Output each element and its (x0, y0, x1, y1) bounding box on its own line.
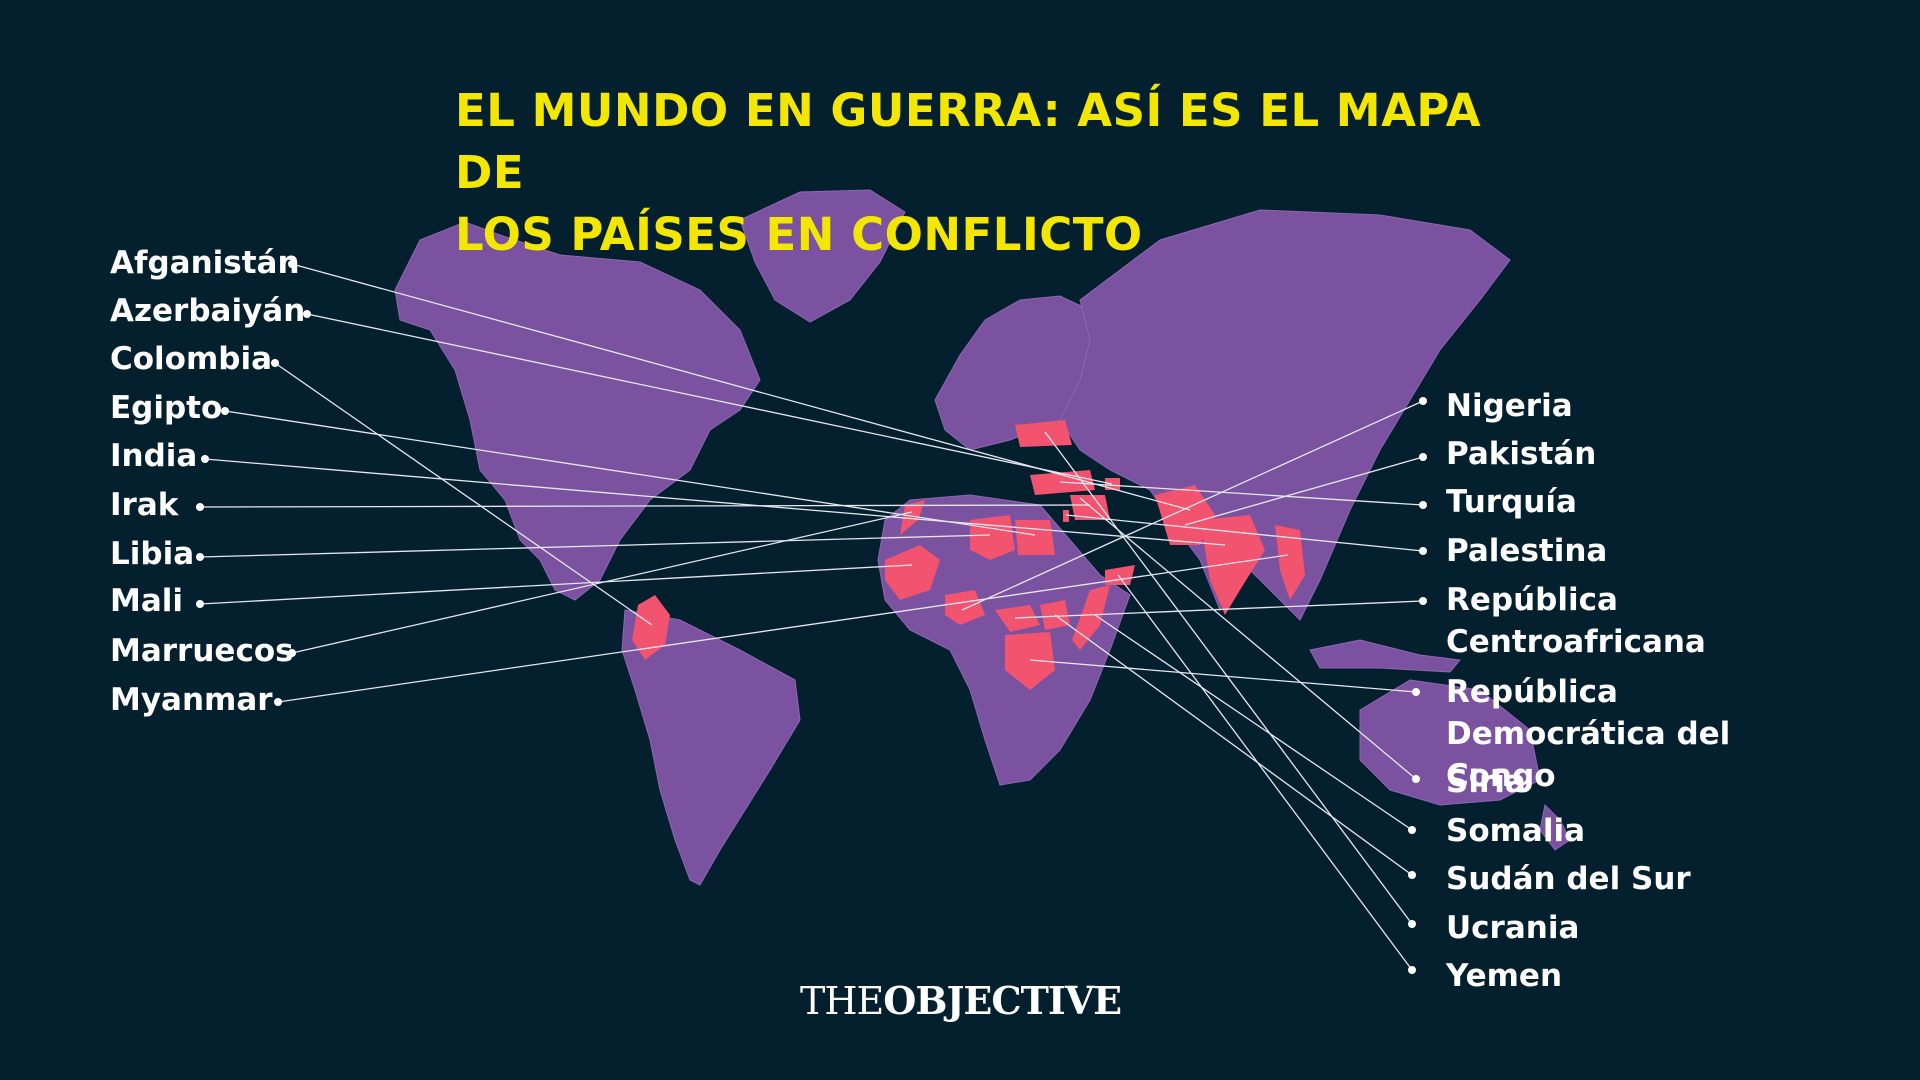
label-republica-centroafricana: República Centroafricana (1446, 582, 1706, 660)
leader-line-turquia (1059, 481, 1424, 506)
label-dot-colombia (271, 359, 279, 367)
leader-line-sudan-del-sur (1054, 614, 1413, 876)
yemen-shape (1105, 565, 1135, 585)
new-zealand-landmass (1539, 803, 1571, 851)
label-dot-pakistan (1419, 453, 1427, 461)
afganistan-pakistan-shape (1155, 485, 1215, 545)
label-ucrania: Ucrania (1446, 910, 1580, 946)
label-pakistan: Pakistán (1446, 436, 1597, 472)
label-marruecos: Marruecos (110, 633, 294, 669)
leader-line-siria (1079, 497, 1417, 780)
leader-line-republica-centroafricana (1014, 600, 1424, 619)
marruecos-shape (900, 500, 925, 535)
leader-line-myanmar (277, 554, 1289, 703)
leader-line-azerbaiyan (306, 313, 1113, 485)
logo-part-2: OBJECTIVE (883, 978, 1122, 1023)
nigeria-shape (945, 590, 985, 625)
title-line-1: EL MUNDO EN GUERRA: ASÍ ES EL MAPA DE (455, 84, 1482, 199)
label-dot-republica-centroafricana (1419, 597, 1427, 605)
label-dot-egipto (221, 407, 229, 415)
label-dot-ucrania (1408, 920, 1416, 928)
ucrania-shape (1015, 420, 1072, 447)
leader-line-ucrania (1044, 431, 1413, 925)
label-dot-somalia (1408, 826, 1416, 834)
southeast-asia-islands-landmass (1309, 639, 1461, 673)
label-somalia: Somalia (1446, 813, 1586, 849)
leader-line-colombia (274, 362, 653, 626)
logo-part-1: THE (800, 979, 884, 1023)
label-india: India (110, 438, 198, 474)
label-nigeria: Nigeria (1446, 388, 1573, 424)
label-dot-afganistan (288, 260, 296, 268)
leader-line-yemen (1117, 574, 1413, 971)
label-yemen: Yemen (1446, 958, 1563, 994)
india-shape (1200, 515, 1265, 615)
label-dot-india (201, 455, 209, 463)
label-afganistan: Afganistán (110, 245, 300, 281)
label-mali: Mali (110, 583, 184, 619)
leader-line-palestina (1065, 514, 1424, 552)
brand-logo: THEOBJECTIVE (800, 978, 1122, 1023)
label-republica-democratica-del-congo: República Democrática del Congo (1446, 674, 1731, 794)
title-line-2: LOS PAÍSES EN CONFLICTO (455, 208, 1143, 261)
leader-line-somalia (1094, 614, 1413, 831)
label-irak: Irak (110, 487, 179, 523)
azerbaiyan-shape (1105, 478, 1120, 490)
label-dot-palestina (1419, 547, 1427, 555)
label-siria: Siria (1446, 764, 1526, 800)
label-dot-turquia (1419, 501, 1427, 509)
label-dot-mali (196, 600, 204, 608)
label-colombia: Colombia (110, 341, 273, 377)
label-egipto: Egipto (110, 390, 223, 426)
label-sudan-del-sur: Sudán del Sur (1446, 861, 1691, 897)
leader-line-pakistan (1184, 456, 1424, 526)
myanmar-shape (1275, 525, 1305, 600)
label-dot-siria (1412, 775, 1420, 783)
leader-lines (199, 263, 1424, 971)
republica-democratica-del-congo-shape (1005, 632, 1055, 690)
label-dots (196, 260, 1427, 974)
leader-line-nigeria (961, 400, 1424, 611)
label-dot-nigeria (1419, 397, 1427, 405)
label-turquia: Turquía (1446, 484, 1577, 520)
label-dot-marruecos (288, 649, 296, 657)
label-dot-republica-democratica-del-congo (1412, 688, 1420, 696)
label-dot-azerbaiyan (303, 310, 311, 318)
label-myanmar: Myanmar (110, 682, 273, 718)
label-libia: Libia (110, 536, 195, 572)
mali-shape (885, 545, 940, 600)
leader-line-republica-democratica-del-congo (1029, 659, 1417, 693)
south-america-landmass (621, 609, 801, 886)
leader-line-india (204, 458, 1226, 546)
label-dot-libia (196, 553, 204, 561)
palestina-shape (1063, 510, 1069, 522)
egipto-shape (1015, 520, 1055, 555)
page-title: EL MUNDO EN GUERRA: ASÍ ES EL MAPA DE LO… (455, 80, 1555, 266)
greenland-landmass (739, 189, 906, 323)
label-palestina: Palestina (1446, 533, 1608, 569)
leader-line-irak (199, 504, 1091, 508)
label-dot-sudan-del-sur (1408, 871, 1416, 879)
north-america-landmass (394, 221, 761, 601)
label-azerbaiyan: Azerbaiyán (110, 293, 306, 329)
leader-line-mali (199, 564, 913, 605)
siria-irak-shape (1070, 495, 1110, 520)
leader-line-marruecos (291, 511, 913, 654)
australia-landmass (1359, 679, 1541, 806)
label-dot-yemen (1408, 966, 1416, 974)
label-dot-myanmar (274, 698, 282, 706)
leader-line-libia (199, 534, 991, 558)
label-dot-irak (196, 503, 204, 511)
colombia-shape (632, 595, 670, 660)
